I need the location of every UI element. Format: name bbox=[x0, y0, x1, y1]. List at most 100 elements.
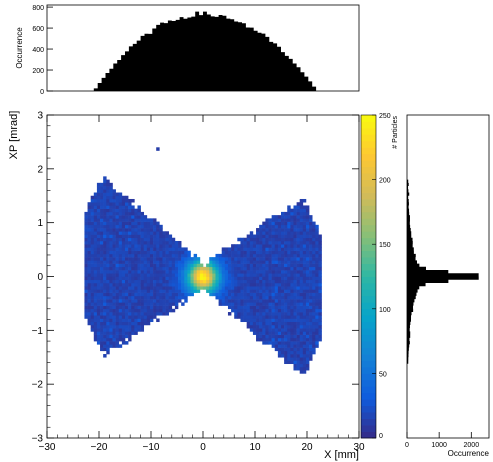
top-y-tick-label: 0 bbox=[40, 89, 44, 96]
heatmap-cell bbox=[240, 305, 244, 310]
colorbar-cell bbox=[361, 237, 376, 245]
heatmap-cell bbox=[237, 315, 241, 319]
heatmap-cell bbox=[309, 324, 313, 329]
heatmap-cell bbox=[243, 299, 247, 303]
heatmap-cell bbox=[134, 308, 138, 313]
heatmap-cell bbox=[309, 357, 313, 361]
heatmap-cell bbox=[109, 244, 113, 248]
heatmap-cell bbox=[134, 270, 138, 274]
heatmap-cell bbox=[93, 318, 98, 323]
heatmap-cell bbox=[203, 279, 207, 284]
heatmap-cell bbox=[262, 315, 266, 319]
heatmap-cell bbox=[87, 221, 91, 226]
heatmap-cell bbox=[290, 302, 294, 306]
heatmap-cell bbox=[227, 302, 232, 306]
heatmap-cell bbox=[305, 279, 310, 284]
heatmap-cell bbox=[159, 244, 163, 248]
heatmap-cell bbox=[290, 231, 294, 235]
heatmap-cell bbox=[243, 273, 247, 277]
heatmap-cell bbox=[137, 228, 141, 232]
heatmap-cell bbox=[227, 282, 232, 287]
heatmap-cell bbox=[240, 270, 244, 274]
heatmap-cell bbox=[193, 279, 198, 284]
heatmap-cell bbox=[112, 257, 116, 261]
heatmap-cell bbox=[100, 205, 104, 209]
heatmap-cell bbox=[87, 312, 91, 316]
heatmap-cell bbox=[237, 237, 241, 242]
heatmap-cell bbox=[171, 279, 176, 284]
heatmap-cell bbox=[252, 247, 257, 251]
heatmap-cell bbox=[96, 302, 101, 306]
heatmap-cell bbox=[174, 244, 179, 248]
heatmap-cell bbox=[87, 234, 91, 239]
heatmap-cell bbox=[118, 318, 123, 323]
heatmap-cell bbox=[174, 270, 179, 274]
heatmap-cell bbox=[224, 279, 229, 284]
heatmap-cell bbox=[106, 205, 110, 209]
heatmap-cell bbox=[165, 295, 169, 300]
colorbar-cell bbox=[361, 211, 376, 219]
heatmap-cell bbox=[112, 331, 116, 335]
heatmap-cell bbox=[87, 244, 91, 248]
heatmap-cell bbox=[100, 192, 104, 197]
heatmap-cell bbox=[162, 263, 166, 268]
heatmap-cell bbox=[206, 282, 210, 287]
heatmap-cell bbox=[84, 266, 88, 271]
heatmap-cell bbox=[299, 282, 304, 287]
heatmap-cell bbox=[274, 315, 279, 319]
heatmap-cell bbox=[146, 237, 151, 242]
heatmap-cell bbox=[109, 321, 113, 326]
heatmap-cell bbox=[128, 260, 132, 264]
heatmap-cell bbox=[193, 253, 198, 258]
heatmap-cell bbox=[309, 257, 313, 261]
heatmap-cell bbox=[134, 244, 138, 248]
heatmap-cell bbox=[302, 344, 307, 348]
heatmap-cell bbox=[84, 211, 88, 216]
heatmap-cell bbox=[262, 266, 266, 271]
heatmap-cell bbox=[137, 234, 141, 239]
heatmap-cell bbox=[293, 244, 297, 248]
heatmap-cell bbox=[156, 312, 160, 316]
heatmap-cell bbox=[187, 276, 191, 281]
heatmap-cell bbox=[309, 244, 313, 248]
heatmap-cell bbox=[256, 302, 260, 306]
heatmap-cell bbox=[243, 270, 247, 274]
heatmap-cell bbox=[287, 305, 291, 310]
x-tick-label: −10 bbox=[143, 442, 160, 453]
heatmap-cell bbox=[128, 257, 132, 261]
heatmap-cell bbox=[252, 331, 257, 335]
heatmap-cell bbox=[146, 312, 151, 316]
heatmap-cell bbox=[237, 257, 241, 261]
heatmap-cell bbox=[115, 247, 120, 251]
heatmap-cell bbox=[302, 337, 307, 342]
heatmap-cell bbox=[156, 234, 160, 239]
heatmap-cell bbox=[103, 324, 107, 329]
heatmap-cell bbox=[137, 308, 141, 313]
heatmap-cell bbox=[249, 266, 254, 271]
heatmap-cell bbox=[96, 331, 101, 335]
heatmap-cell bbox=[159, 253, 163, 258]
heatmap-cell bbox=[315, 302, 319, 306]
heatmap-cell bbox=[215, 273, 219, 277]
heatmap-cell bbox=[134, 221, 138, 226]
heatmap-cell bbox=[271, 302, 276, 306]
heatmap-cell bbox=[143, 266, 148, 271]
heatmap-cell bbox=[178, 295, 182, 300]
heatmap-cell bbox=[187, 253, 191, 258]
heatmap-cell bbox=[121, 257, 126, 261]
heatmap-cell bbox=[305, 363, 310, 368]
heatmap-cell bbox=[296, 305, 301, 310]
heatmap-cell bbox=[284, 224, 288, 229]
heatmap-cell bbox=[293, 208, 297, 213]
heatmap-cell bbox=[149, 234, 154, 239]
heatmap-cell bbox=[118, 250, 123, 255]
heatmap-cell bbox=[315, 315, 319, 319]
heatmap-cell bbox=[259, 228, 263, 232]
heatmap-cell bbox=[109, 228, 113, 232]
heatmap-cell bbox=[168, 257, 173, 261]
heatmap-cell bbox=[115, 334, 120, 339]
heatmap-cell bbox=[159, 224, 163, 229]
heatmap-cell bbox=[90, 295, 95, 300]
heatmap-cell bbox=[118, 224, 123, 229]
heatmap-cell bbox=[249, 286, 254, 290]
